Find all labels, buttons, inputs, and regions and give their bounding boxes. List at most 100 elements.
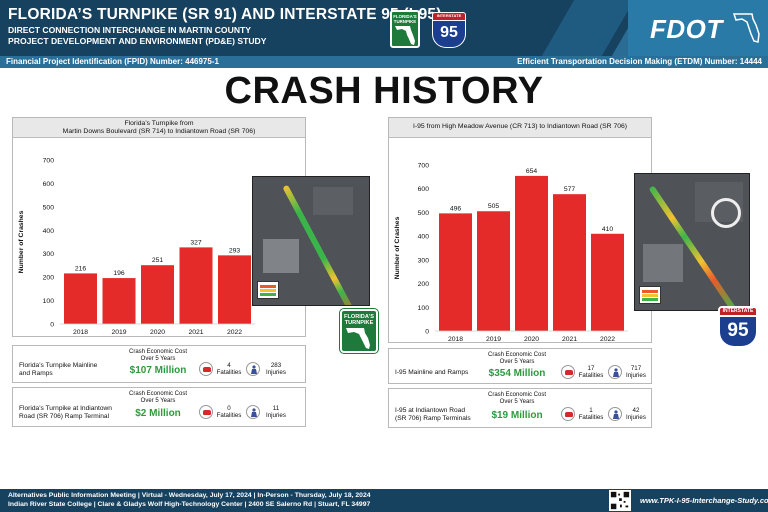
y-tick-label: 600	[43, 181, 55, 188]
injuries-stat: 42 Injuries	[622, 407, 650, 421]
cost-heading-line: Crash Economic Cost	[128, 391, 188, 397]
car-crash-icon	[199, 405, 213, 419]
i95-corridor-map	[634, 173, 750, 311]
fatalities-label: Fatalities	[216, 412, 242, 419]
y-tick-label: 300	[418, 257, 430, 264]
segment-label: I-95 at Indiantown Road (SR 706) Ramp Te…	[395, 407, 471, 423]
interstate-shield-top: INTERSTATE	[432, 12, 466, 21]
cost-heading-line: Over 5 Years	[140, 356, 176, 362]
x-tick-label: 2021	[188, 329, 203, 336]
footer-bar: Alternatives Public Information Meeting …	[0, 489, 768, 512]
turnpike-shield-icon: FLORIDA'S TURNPIKE	[390, 10, 420, 48]
bar-data-label: 251	[152, 257, 164, 264]
x-tick-label: 2020	[524, 336, 539, 342]
person-injury-icon	[246, 405, 260, 419]
segment-label: Florida’s Turnpike Mainline and Ramps	[19, 362, 97, 378]
florida-state-outline-icon	[732, 13, 760, 43]
bar-data-label: 216	[75, 265, 87, 272]
y-axis-label: Number of Crashes	[394, 216, 401, 279]
turnpike-shield-text: FLORIDA'S TURNPIKE	[393, 14, 417, 24]
car-crash-icon	[561, 407, 575, 421]
person-injury-icon	[246, 362, 260, 376]
segment-label-line: Road (SR 706) Ramp Terminal	[19, 413, 110, 420]
study-website-link[interactable]: www.TPK-I-95-Interchange-Study.com	[640, 496, 768, 505]
fatalities-stat: 17 Fatalities	[575, 365, 607, 379]
bar	[477, 211, 510, 331]
car-crash-icon	[199, 362, 213, 376]
bar	[218, 255, 251, 324]
x-tick-label: 2022	[227, 329, 242, 336]
y-tick-label: 200	[43, 275, 55, 282]
x-tick-label: 2018	[73, 329, 88, 336]
chart-title: Florida’s Turnpike from Martin Downs Bou…	[13, 118, 305, 138]
cost-heading-line: Crash Economic Cost	[487, 352, 547, 358]
injuries-count: 283	[270, 362, 282, 369]
injuries-label: Injuries	[266, 369, 286, 376]
cost-heading-line: Crash Economic Cost	[128, 349, 188, 355]
segment-label-line: and Ramps	[19, 370, 53, 377]
interstate-shield-number: 95	[718, 317, 758, 348]
fatalities-stat: 4 Fatalities	[213, 362, 245, 376]
segment-label-line: I-95 Mainline and Ramps	[395, 369, 469, 376]
y-tick-label: 500	[43, 204, 55, 211]
chart-title-line: Martin Downs Boulevard (SR 714) to India…	[62, 128, 256, 135]
fdot-logo: FDOT	[650, 14, 723, 44]
florida-outline-icon	[395, 26, 415, 45]
y-tick-label: 700	[418, 163, 430, 170]
cost-heading: Crash Economic Cost Over 5 Years	[113, 349, 203, 363]
bar	[439, 213, 472, 331]
economic-cost-value: $2 Million	[135, 408, 181, 419]
bar	[102, 278, 136, 324]
economic-cost-value: $19 Million	[491, 410, 543, 421]
cost-heading-line: Over 5 Years	[140, 398, 176, 404]
map-area	[313, 187, 353, 215]
page-title: CRASH HISTORY	[224, 70, 544, 112]
map-legend	[639, 286, 661, 304]
bar	[179, 247, 213, 324]
y-tick-label: 600	[418, 186, 430, 193]
x-tick-label: 2019	[111, 329, 126, 336]
fatalities-count: 4	[227, 362, 231, 369]
y-tick-label: 200	[418, 281, 430, 288]
interstate-shield-number: 95	[432, 21, 466, 48]
project-id-bar: Financial Project Identification (FPID) …	[0, 56, 768, 68]
fatalities-label: Fatalities	[578, 414, 604, 421]
fatalities-count: 17	[587, 365, 595, 372]
qr-code-icon[interactable]	[608, 489, 632, 512]
y-tick-label: 500	[418, 210, 430, 217]
turnpike-corridor-map	[252, 176, 370, 306]
y-tick-label: 100	[418, 305, 430, 312]
header-subtitle: PROJECT DEVELOPMENT AND ENVIRONMENT (PD&…	[8, 36, 267, 46]
segment-label-line: I-95 at Indiantown Road	[395, 407, 466, 414]
interchange-ramp	[711, 198, 741, 228]
segment-label-line: Florida’s Turnpike at Indiantown	[19, 405, 112, 412]
fpid-number: Financial Project Identification (FPID) …	[6, 57, 219, 66]
i95-ramp-terminals-cost-box: I-95 at Indiantown Road (SR 706) Ramp Te…	[388, 388, 652, 428]
bar	[591, 233, 624, 331]
injuries-label: Injuries	[626, 414, 646, 421]
cost-heading: Crash Economic Cost Over 5 Years	[113, 391, 203, 405]
economic-cost-value: $354 Million	[488, 368, 546, 379]
bar-data-label: 327	[190, 239, 202, 246]
turnpike-mainline-cost-box: Florida’s Turnpike Mainline and Ramps Cr…	[12, 345, 306, 383]
bar	[64, 273, 97, 324]
x-tick-label: 2019	[486, 336, 501, 342]
fatalities-label: Fatalities	[578, 372, 604, 379]
bar-data-label: 293	[229, 247, 241, 254]
cost-heading: Crash Economic Cost Over 5 Years	[475, 392, 559, 406]
y-tick-label: 300	[43, 251, 55, 258]
x-tick-label: 2018	[448, 336, 463, 342]
fatalities-count: 0	[227, 405, 231, 412]
bar-data-label: 577	[564, 186, 576, 193]
injuries-count: 717	[630, 365, 642, 372]
segment-label-line: (SR 706) Ramp Terminals	[395, 415, 471, 422]
y-tick-label: 0	[50, 322, 54, 329]
turnpike-shield-icon: FLORIDA'S TURNPIKE	[339, 308, 379, 354]
injuries-label: Injuries	[626, 372, 646, 379]
car-crash-icon	[561, 365, 575, 379]
bar-data-label: 410	[602, 226, 614, 233]
cost-heading-line: Over 5 Years	[499, 399, 535, 405]
x-tick-label: 2020	[150, 329, 165, 336]
bar	[141, 265, 174, 324]
florida-outline-icon	[346, 328, 370, 349]
